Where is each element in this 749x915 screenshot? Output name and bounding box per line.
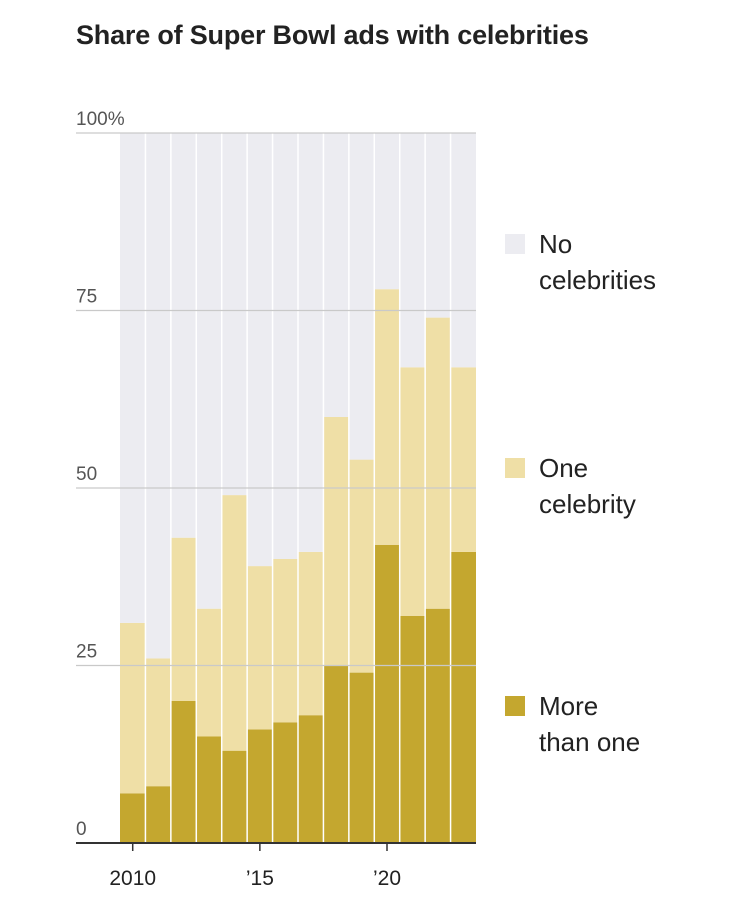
legend-label-line: than one — [539, 727, 641, 757]
bar-none-2018 — [323, 133, 349, 417]
legend-label-line: One — [539, 453, 589, 483]
legend-label-none: No celebrities — [539, 226, 739, 298]
bar-more-2021 — [399, 615, 426, 843]
legend-label-line: No — [539, 229, 573, 259]
bar-more-2019 — [348, 672, 375, 843]
x-tick-label-2020: ’20 — [373, 867, 401, 890]
legend-label-line: More — [539, 691, 599, 721]
legend-label-line: celebrities — [539, 265, 657, 295]
bar-more-2017 — [298, 715, 324, 843]
bar-more-2023 — [450, 551, 476, 843]
bar-one-2011 — [145, 658, 171, 787]
bars-layer — [120, 133, 476, 843]
bar-none-2023 — [450, 133, 476, 368]
y-tick-label-50: 50 — [76, 464, 97, 485]
legend-swatch-none — [505, 234, 525, 254]
bar-more-2012 — [170, 701, 197, 843]
bar-one-2021 — [399, 367, 426, 616]
bar-one-2010 — [120, 622, 146, 794]
bar-none-2020 — [374, 133, 400, 290]
bar-none-2016 — [272, 133, 298, 559]
axis-layer — [76, 842, 476, 851]
bar-one-2018 — [323, 417, 349, 666]
bar-one-2017 — [298, 551, 324, 716]
bar-one-2013 — [196, 608, 222, 737]
chart-title: Share of Super Bowl ads with celebrities — [76, 20, 589, 50]
bar-none-2011 — [145, 133, 171, 659]
legend-label-line: celebrity — [539, 489, 636, 519]
bar-one-2012 — [170, 537, 197, 701]
bar-none-2021 — [399, 133, 426, 368]
bar-more-2018 — [323, 665, 349, 843]
legend-label-more: More than one — [539, 688, 739, 760]
bar-none-2019 — [348, 133, 375, 460]
x-tick-label-2015: ’15 — [246, 867, 274, 890]
y-tick-labels: 0 25 50 75 100% — [76, 109, 125, 840]
bar-more-2015 — [247, 729, 273, 843]
bar-more-2022 — [425, 608, 451, 843]
y-tick-label-100: 100% — [76, 109, 125, 130]
legend-swatch-one — [505, 458, 525, 478]
bar-one-2022 — [425, 317, 451, 609]
x-tick-label-2010: 2010 — [109, 867, 156, 890]
bar-one-2020 — [374, 289, 400, 545]
grid-layer — [76, 132, 476, 667]
bar-none-2017 — [298, 133, 324, 552]
x-tick-labels: 2010 ’15 ’20 — [109, 867, 401, 890]
bar-none-2014 — [221, 133, 248, 496]
bar-none-2012 — [170, 133, 197, 538]
y-tick-label-75: 75 — [76, 287, 97, 308]
bar-more-2020 — [374, 544, 400, 843]
bar-more-2013 — [196, 736, 222, 843]
bar-none-2022 — [425, 133, 451, 318]
bar-none-2015 — [247, 133, 273, 567]
bar-more-2010 — [120, 793, 146, 843]
bar-one-2019 — [348, 459, 375, 673]
y-tick-label-25: 25 — [76, 642, 97, 663]
legend-label-one: One celebrity — [539, 450, 739, 522]
bar-one-2014 — [221, 495, 248, 751]
bar-none-2010 — [120, 133, 146, 623]
y-tick-label-0: 0 — [76, 819, 87, 840]
bar-one-2015 — [247, 566, 273, 730]
bar-more-2014 — [221, 750, 248, 843]
bar-none-2013 — [196, 133, 222, 609]
bar-more-2011 — [145, 786, 171, 843]
legend-swatch-more — [505, 696, 525, 716]
bar-more-2016 — [272, 722, 298, 843]
bar-one-2016 — [272, 559, 298, 723]
bar-one-2023 — [450, 367, 476, 552]
